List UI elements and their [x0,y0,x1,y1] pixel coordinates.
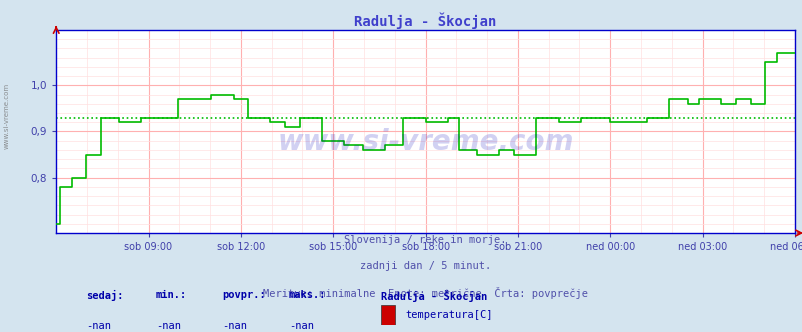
Text: Meritve: minimalne  Enote: metrične  Črta: povprečje: Meritve: minimalne Enote: metrične Črta:… [263,287,587,298]
Text: zadnji dan / 5 minut.: zadnji dan / 5 minut. [359,261,491,271]
Text: -nan: -nan [289,321,314,331]
Text: -nan: -nan [156,321,180,331]
Text: www.si-vreme.com: www.si-vreme.com [277,127,573,156]
Title: Radulja - Škocjan: Radulja - Škocjan [354,12,496,29]
Text: povpr.:: povpr.: [222,290,265,300]
Text: Radulja - Škocjan: Radulja - Škocjan [381,290,487,302]
Text: -nan: -nan [222,321,247,331]
Text: Slovenija / reke in morje.: Slovenija / reke in morje. [344,235,506,245]
Bar [381,305,394,325]
Text: -nan: -nan [86,321,111,331]
Text: min.:: min.: [156,290,187,300]
Text: www.si-vreme.com: www.si-vreme.com [3,83,10,149]
Text: temperatura[C]: temperatura[C] [405,310,492,320]
Text: sedaj:: sedaj: [86,290,123,301]
Text: maks.:: maks.: [289,290,326,300]
